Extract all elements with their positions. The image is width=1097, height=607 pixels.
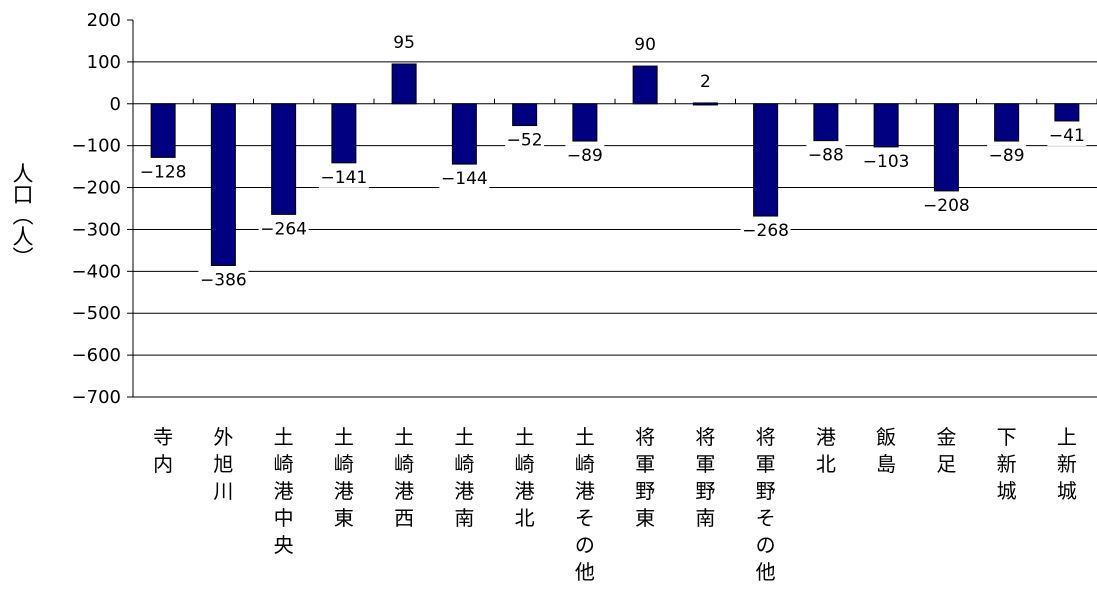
data-label: −264 bbox=[260, 219, 307, 239]
category-label: 上新城 bbox=[1057, 425, 1077, 503]
category-label: 下新城 bbox=[997, 425, 1017, 503]
y-tick-label: 200 bbox=[87, 10, 121, 31]
y-tick-label: −700 bbox=[72, 387, 121, 408]
data-label: −144 bbox=[441, 169, 488, 189]
data-label: −208 bbox=[923, 196, 970, 216]
y-tick-label: 100 bbox=[87, 52, 121, 73]
y-tick-label: −200 bbox=[72, 178, 121, 199]
bar bbox=[995, 104, 1019, 141]
bar bbox=[452, 104, 476, 164]
category-label: 土崎港中央 bbox=[274, 425, 294, 557]
category-label: 将軍野南 bbox=[695, 425, 715, 530]
data-label: −89 bbox=[567, 146, 603, 166]
category-label: 将軍野その他 bbox=[756, 425, 776, 584]
data-label: −52 bbox=[507, 131, 543, 151]
category-label: 土崎港東 bbox=[334, 425, 354, 530]
bar bbox=[934, 104, 958, 191]
data-label: −88 bbox=[808, 146, 844, 166]
bar bbox=[814, 104, 838, 141]
data-label: −386 bbox=[200, 270, 247, 290]
y-tick-labels: 200 100 0 −100 −200 −300 −400 −500 −600 −700 bbox=[72, 10, 121, 408]
bar bbox=[633, 66, 657, 104]
data-label: −103 bbox=[863, 152, 910, 172]
y-tick-label: −400 bbox=[72, 261, 121, 282]
bar bbox=[754, 104, 778, 216]
y-tick-label: −300 bbox=[72, 219, 121, 240]
bar bbox=[573, 104, 597, 141]
category-label: 寺内 bbox=[153, 425, 173, 476]
bar bbox=[272, 104, 296, 215]
y-tick-label: −500 bbox=[72, 303, 121, 324]
bar bbox=[874, 104, 898, 147]
category-label: 外旭川 bbox=[213, 425, 233, 503]
category-label: 港北 bbox=[816, 425, 836, 476]
bar bbox=[392, 64, 416, 104]
bar bbox=[1055, 104, 1079, 121]
y-axis-label: 人口（人） bbox=[10, 163, 34, 268]
y-tick-label: −600 bbox=[72, 345, 121, 366]
data-label: −128 bbox=[140, 162, 187, 182]
bar bbox=[693, 103, 717, 105]
category-label: 土崎港南 bbox=[454, 425, 474, 530]
category-label: 金足 bbox=[936, 425, 956, 476]
data-label: 2 bbox=[700, 72, 711, 92]
category-labels: 寺内 外旭川 土崎港中央 土崎港東 土崎港西 土崎港南 土崎港北 土崎港その他 将軍野東 将軍野南… bbox=[153, 425, 1077, 584]
y-tick-label: −100 bbox=[72, 136, 121, 157]
data-label: −41 bbox=[1049, 126, 1085, 146]
category-label: 飯島 bbox=[876, 425, 896, 476]
y-tick-label: 0 bbox=[110, 94, 121, 115]
data-label: −141 bbox=[321, 168, 368, 188]
category-label: 土崎港北 bbox=[515, 425, 535, 530]
bar bbox=[332, 104, 356, 163]
category-label: 将軍野東 bbox=[635, 425, 655, 530]
bar bbox=[513, 104, 537, 126]
data-label: −268 bbox=[742, 221, 789, 241]
data-label: 95 bbox=[393, 33, 415, 53]
bar bbox=[151, 104, 175, 158]
category-label: 土崎港その他 bbox=[575, 425, 595, 584]
bar bbox=[211, 104, 235, 266]
data-label: 90 bbox=[634, 35, 656, 55]
category-label: 土崎港西 bbox=[394, 425, 414, 530]
data-label: −89 bbox=[989, 146, 1025, 166]
